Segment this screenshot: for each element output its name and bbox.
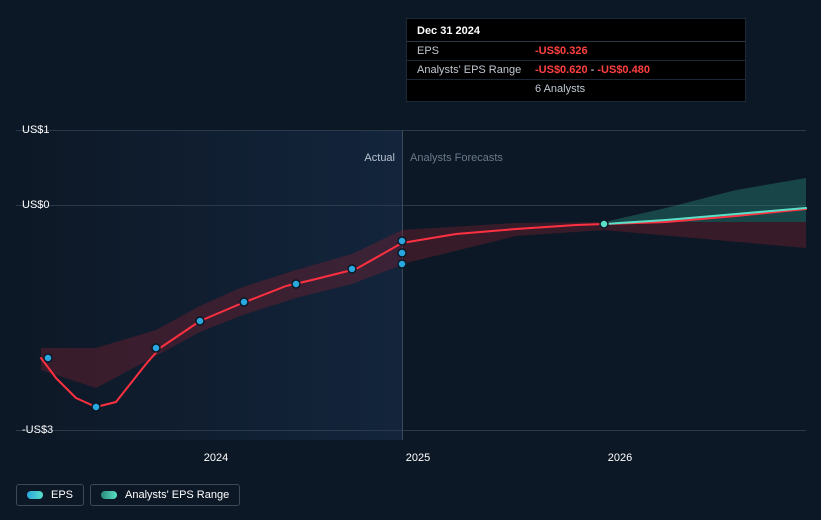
range-sep: - [588,64,598,76]
plot-area[interactable]: US$1 US$0 -US$3 [16,130,806,440]
legend-label: EPS [51,489,73,501]
x-axis-label: 2026 [608,452,632,464]
tooltip-key: EPS [417,45,535,57]
tooltip-analyst-count: 6 Analysts [407,80,745,101]
eps-chart: Dec 31 2024 EPS -US$0.326 Analysts' EPS … [16,0,806,470]
range-high: -US$0.480 [597,64,650,76]
tooltip-row-range: Analysts' EPS Range -US$0.620 - -US$0.48… [407,61,745,80]
chart-svg [16,130,806,440]
x-axis-label: 2025 [406,452,430,464]
tooltip-date: Dec 31 2024 [407,19,745,42]
legend: EPS Analysts' EPS Range [16,484,240,506]
chart-tooltip: Dec 31 2024 EPS -US$0.326 Analysts' EPS … [406,18,746,102]
tooltip-value: -US$0.326 [535,45,588,57]
legend-item-eps[interactable]: EPS [16,484,84,506]
legend-swatch [27,491,43,499]
x-axis-label: 2024 [204,452,228,464]
tooltip-key: Analysts' EPS Range [417,64,535,76]
legend-label: Analysts' EPS Range [125,489,229,501]
tooltip-row-eps: EPS -US$0.326 [407,42,745,61]
legend-item-range[interactable]: Analysts' EPS Range [90,484,240,506]
legend-swatch [101,491,117,499]
tooltip-value: -US$0.620 - -US$0.480 [535,64,650,76]
range-low: -US$0.620 [535,64,588,76]
